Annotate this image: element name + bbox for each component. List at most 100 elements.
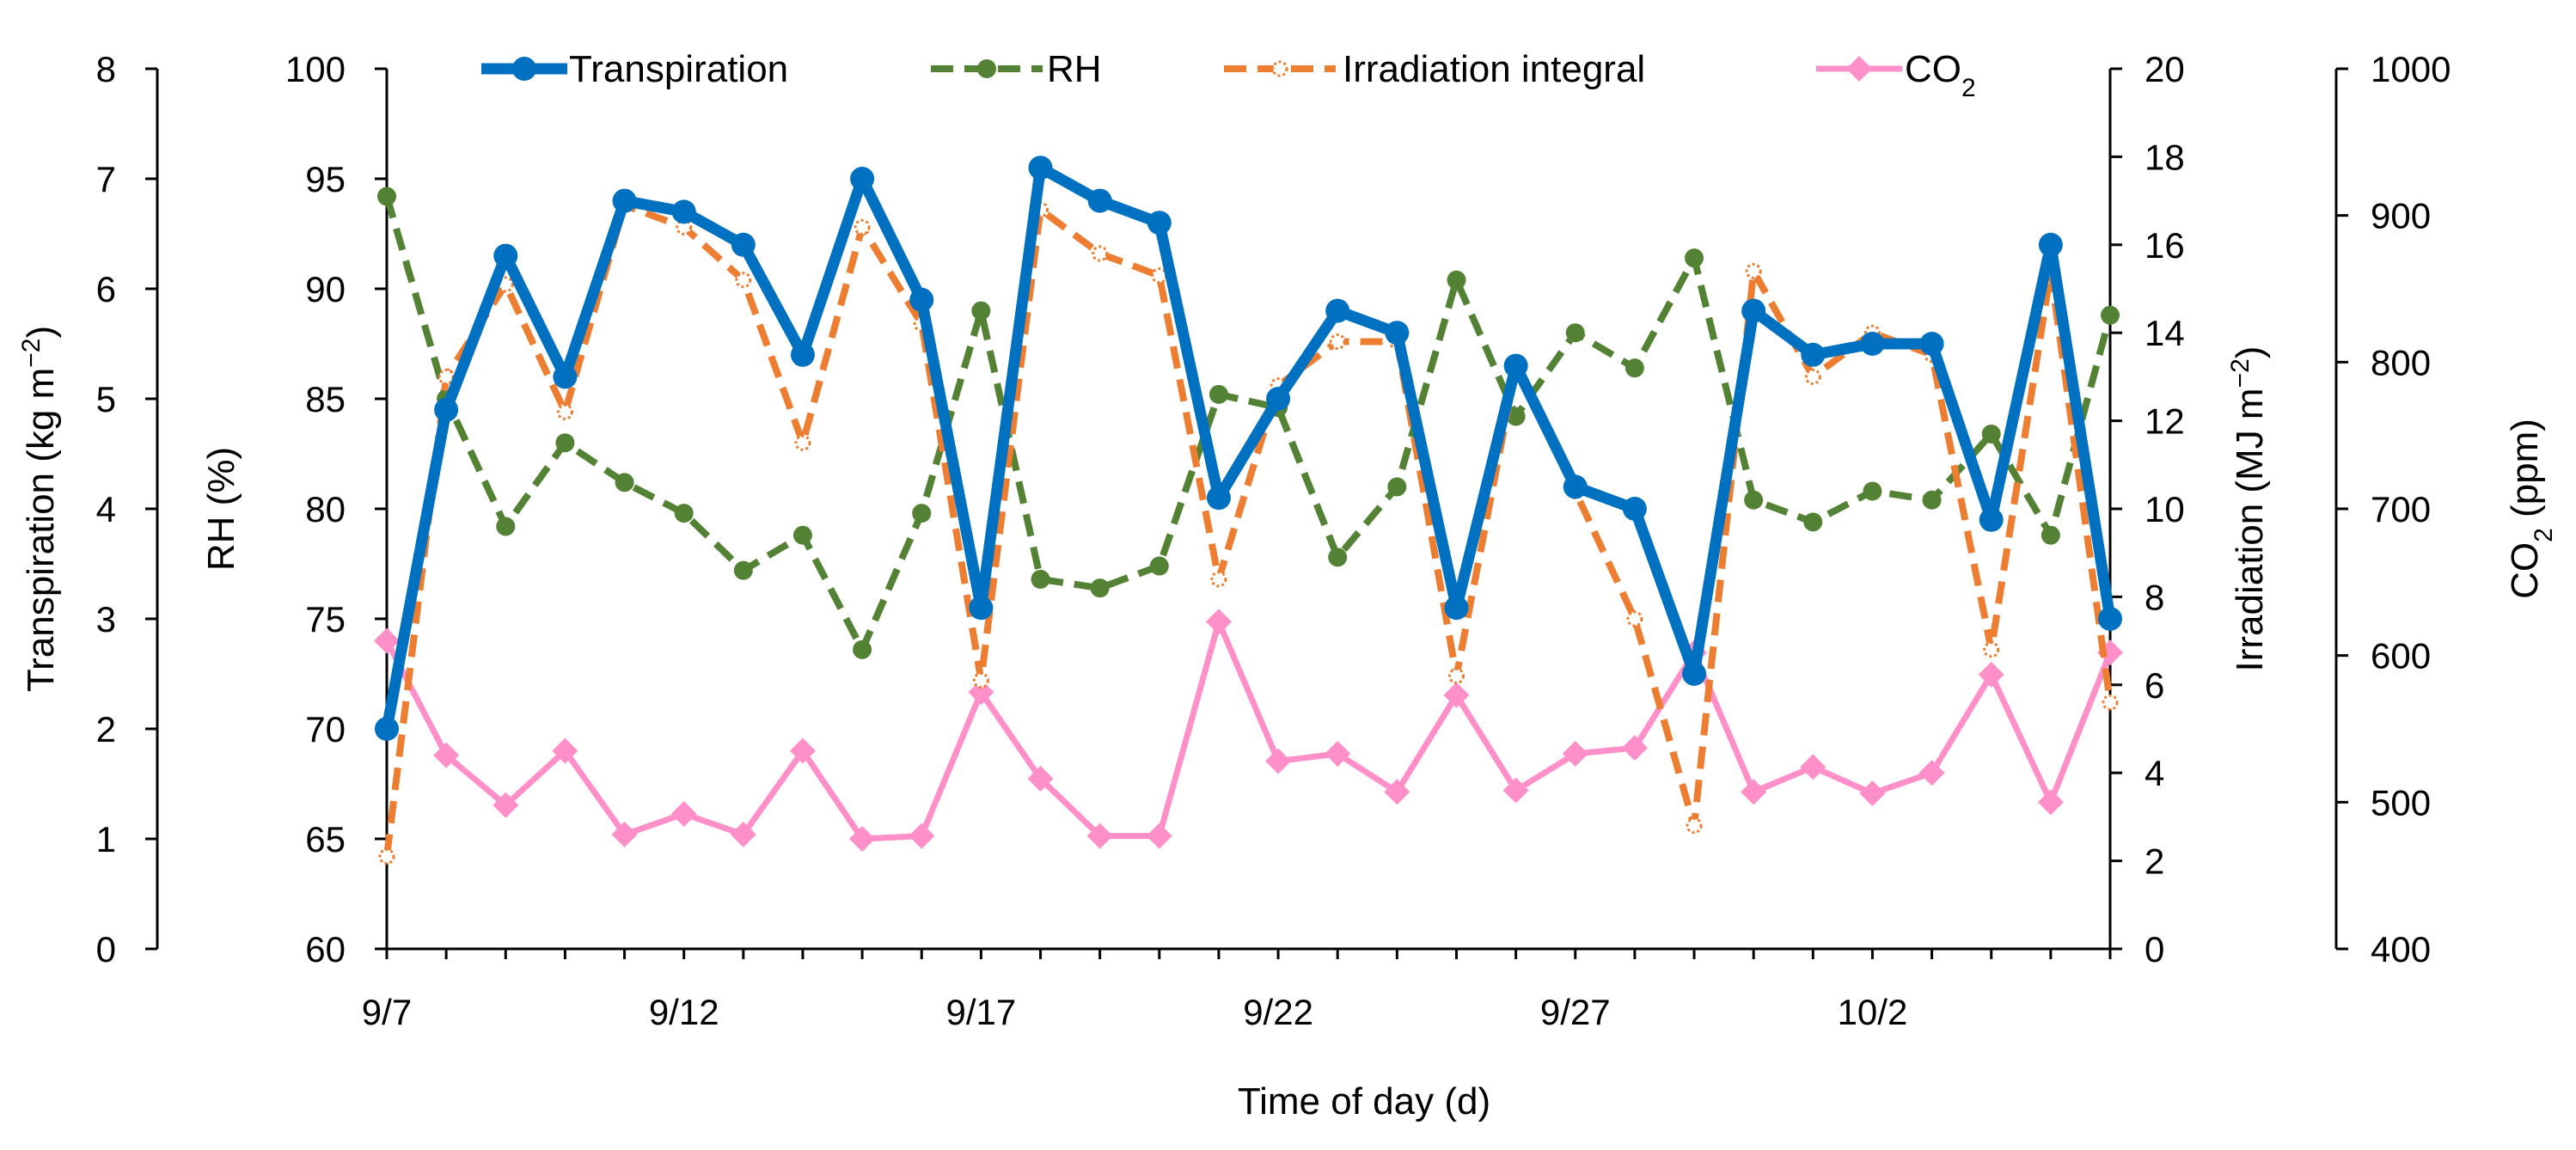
rh-point [377, 187, 396, 206]
transpiration-tick-label: 6 [96, 269, 116, 309]
irradiation-integral-point [1804, 368, 1821, 385]
transpiration-tick-label: 8 [96, 49, 116, 89]
rh-point [1803, 512, 1823, 532]
transpiration-point [1860, 332, 1885, 356]
rh-point [496, 517, 516, 536]
irradiation-tick-label: 20 [2145, 49, 2185, 89]
co2-tick-label: 600 [2371, 636, 2431, 676]
irradiation-tick-label: 4 [2145, 753, 2164, 793]
transpiration-point [612, 188, 637, 213]
rh-point [1506, 407, 1526, 426]
legend-co2-marker [1846, 56, 1872, 82]
transpiration-point [1622, 497, 1647, 521]
irradiation-integral-point [735, 272, 752, 289]
transpiration-tick-label: 7 [96, 159, 116, 199]
transpiration-point [1444, 596, 1469, 621]
co2-line [383, 618, 2114, 842]
irradiation-integral-point [1745, 263, 1762, 280]
transpiration-point [909, 287, 934, 312]
transpiration-point [671, 199, 696, 224]
irradiation-tick-label: 14 [2145, 313, 2185, 353]
co2-point [1562, 741, 1588, 768]
rh-point [792, 525, 812, 545]
rh-point [1090, 578, 1110, 598]
rh-tick-label: 60 [305, 929, 346, 970]
transpiration-point [969, 596, 994, 621]
irradiation-integral-point [1626, 610, 1643, 627]
rh-tick-label: 85 [305, 379, 346, 419]
rh-line [383, 195, 2114, 658]
transpiration-axis-title: Transpiration (kg m−2) [17, 326, 63, 692]
co2-tick-label: 500 [2371, 782, 2431, 823]
co2-point [909, 823, 935, 849]
co2-point [670, 800, 697, 827]
legend-rh-marker [977, 59, 996, 78]
irradiation-tick-label: 0 [2145, 929, 2164, 970]
transpiration-point [1325, 298, 1350, 323]
irradiation-tick-label: 6 [2145, 665, 2164, 706]
co2-tick-label: 900 [2371, 196, 2431, 236]
co2-point [1265, 748, 1292, 774]
transpiration-point [1801, 342, 1826, 367]
transpiration-tick-label: 5 [96, 379, 116, 419]
rh-tick-label: 95 [305, 159, 346, 199]
transpiration-point [850, 167, 875, 191]
transpiration-tick-label: 0 [96, 929, 116, 970]
legend: Transpiration RH Irradiation integral CO2 [481, 48, 1976, 102]
rh-point [1565, 323, 1585, 343]
transpiration-point [1503, 353, 1528, 378]
x-axis-title: Time of day (d) [1238, 1080, 1490, 1122]
co2-tick-label: 1000 [2371, 49, 2451, 89]
axes-layer: 0123456786065707580859095100024681012141… [96, 49, 2451, 1032]
axis-labels: Time of day (d) Transpiration (kg m−2) RH … [17, 326, 2558, 1122]
legend-transpiration-label: Transpiration [569, 48, 788, 90]
rh-point [2101, 305, 2120, 325]
x-tick-label: 9/17 [946, 992, 1017, 1032]
transpiration-tick-label: 2 [96, 709, 116, 749]
co2-point [1978, 661, 2004, 688]
co2-point [1086, 823, 1113, 849]
rh-point [615, 473, 634, 492]
irradiation-integral-point [1210, 571, 1227, 588]
irradiation-integral-point [378, 847, 395, 865]
co2-point [1443, 682, 1470, 708]
transpiration-tick-label: 1 [96, 819, 116, 859]
rh-point [971, 301, 991, 321]
irradiation-integral-point [437, 368, 455, 385]
transpiration-point [1087, 188, 1112, 213]
co2-point [1146, 823, 1172, 849]
transpiration-point [375, 717, 399, 741]
rh-point [1863, 481, 1882, 501]
series-layer [374, 156, 2123, 865]
co2-point [1621, 735, 1648, 762]
rh-point [1685, 248, 1704, 268]
rh-tick-label: 75 [305, 599, 346, 639]
co2-axis-title: CO2 (ppm) [2504, 419, 2558, 599]
irradiation-tick-label: 2 [2145, 841, 2164, 882]
co2-point [2037, 789, 2064, 816]
rh-point [912, 504, 932, 523]
irradiation-integral-point [1447, 668, 1465, 685]
transpiration-point [434, 397, 459, 422]
irradiation-integral-point [1329, 333, 1346, 350]
rh-point [733, 560, 753, 580]
irradiation-tick-label: 8 [2145, 577, 2164, 617]
co2-point [374, 627, 400, 654]
co2-point [611, 821, 638, 847]
transpiration-point [1147, 211, 1172, 236]
rh-point [1208, 384, 1228, 404]
irradiation-integral-point [1983, 641, 2000, 658]
transpiration-point [1563, 474, 1588, 499]
irradiation-tick-label: 18 [2145, 137, 2185, 177]
transpiration-point [1979, 507, 2004, 532]
legend-irradiation-integral-marker [1271, 60, 1288, 77]
transpiration-point [1919, 332, 1944, 356]
rh-tick-label: 65 [305, 819, 346, 859]
co2-point [849, 826, 876, 852]
rh-point [1387, 477, 1407, 497]
co2-point [1027, 766, 1054, 792]
co2-point [1918, 760, 1945, 786]
legend-irradiation-integral-label: Irradiation integral [1343, 48, 1645, 90]
rh-tick-label: 100 [285, 49, 346, 89]
co2-point [1384, 779, 1410, 805]
